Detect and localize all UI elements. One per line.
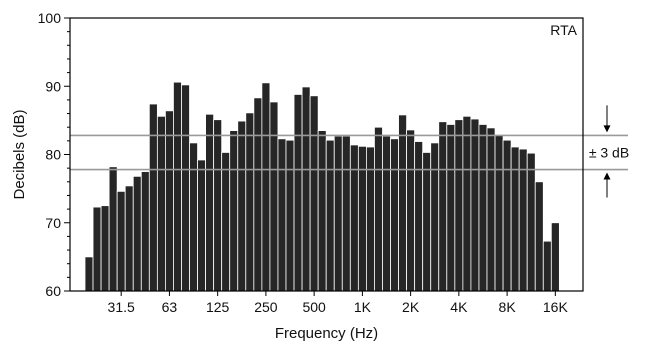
bar [197, 159, 206, 292]
bars-group [84, 81, 560, 292]
bar [382, 135, 391, 292]
x-tick-label: 4K [450, 299, 468, 315]
bar [293, 94, 303, 292]
bar [116, 190, 126, 292]
y-tick-label: 100 [38, 10, 62, 26]
bar [92, 206, 102, 292]
bar [446, 124, 456, 292]
y-axis: 60 70 80 90 100 [38, 10, 70, 299]
bar [84, 256, 94, 292]
bar [229, 130, 239, 292]
bar [164, 110, 174, 292]
x-tick-label: 8K [499, 299, 517, 315]
bar [494, 134, 504, 292]
bar [317, 130, 327, 292]
bar [374, 126, 383, 292]
y-tick-label: 70 [45, 215, 61, 231]
bar [349, 144, 359, 292]
y-tick-label: 80 [45, 147, 61, 163]
x-tick-label: 500 [302, 299, 326, 315]
bar [365, 146, 375, 292]
bar [398, 114, 407, 292]
y-tick-label: 90 [45, 78, 61, 94]
bar [309, 95, 319, 292]
chart-title: RTA [550, 22, 577, 38]
bar [124, 185, 134, 292]
y-axis-title: Decibels (dB) [11, 109, 28, 199]
bar [132, 175, 142, 292]
bar [245, 112, 255, 292]
x-tick-label: 250 [254, 299, 278, 315]
bar [333, 135, 343, 292]
bar [518, 148, 528, 292]
bar [205, 113, 215, 292]
bar [277, 138, 287, 292]
x-tick-label: 16K [543, 299, 569, 315]
bar [181, 84, 190, 292]
bar [534, 181, 544, 292]
bar [542, 240, 552, 292]
x-tick-label: 2K [402, 299, 420, 315]
bar [438, 121, 448, 292]
arrow-up-icon [603, 172, 611, 180]
bar [253, 97, 263, 292]
bar [189, 142, 198, 292]
x-tick-label: 31.5 [108, 299, 135, 315]
bar [390, 138, 399, 292]
bar [470, 118, 480, 292]
bar [406, 129, 416, 292]
bar [486, 127, 496, 292]
x-axis-title: Frequency (Hz) [275, 325, 378, 342]
bar [213, 119, 223, 292]
x-tick-label: 125 [206, 299, 230, 315]
bar [454, 119, 464, 292]
bar [221, 152, 231, 292]
bar [422, 152, 432, 292]
bar [100, 205, 110, 292]
bar [502, 139, 512, 292]
bar [285, 139, 295, 292]
x-axis: 31.5 63 125 250 500 1K 2K 4K 8K 16K [108, 291, 569, 315]
x-tick-label: 63 [162, 299, 178, 315]
bar [550, 222, 560, 292]
reference-lines [70, 134, 628, 171]
x-tick-label: 1K [354, 299, 372, 315]
bar [462, 115, 472, 292]
tolerance-arrows [603, 105, 611, 198]
bar [237, 120, 247, 292]
bar [341, 135, 351, 292]
bar [156, 115, 166, 292]
bar [414, 141, 424, 292]
y-tick-label: 60 [45, 283, 61, 299]
bar [261, 82, 271, 292]
bar [148, 103, 158, 292]
bar [173, 81, 182, 292]
bar [140, 171, 150, 292]
bar [301, 86, 311, 292]
bar [510, 146, 520, 292]
bar [108, 166, 118, 292]
bar [430, 142, 440, 292]
arrow-down-icon [603, 125, 611, 133]
bar [325, 139, 335, 292]
tolerance-band-label: ± 3 dB [589, 144, 629, 160]
bar [269, 101, 279, 292]
bar [478, 124, 488, 292]
bar [357, 145, 367, 292]
bar [526, 152, 536, 292]
